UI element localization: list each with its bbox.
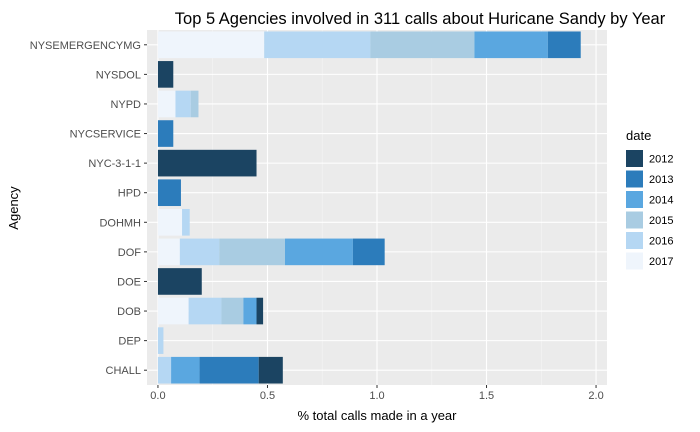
bar-segment (264, 31, 371, 59)
y-tick-label: HPD (118, 188, 141, 200)
y-tick-label: NYPD (110, 99, 141, 111)
bar-segment (474, 31, 548, 59)
y-axis-title: Agency (6, 186, 21, 230)
bar-segment (182, 208, 190, 236)
bar-segment (157, 179, 181, 207)
legend-key (626, 191, 643, 208)
bar-segment (157, 356, 172, 384)
y-tick-label: NYC-3-1-1 (88, 158, 141, 170)
legend: date 2012 2013 2014 2015 2016 2017 (626, 128, 673, 270)
legend-label: 2017 (649, 256, 673, 268)
bar-segment (352, 238, 385, 266)
legend-title: date (626, 128, 651, 143)
legend-label: 2012 (649, 154, 673, 166)
bar-segment (157, 297, 189, 325)
bar-segment (157, 208, 183, 236)
legend-key (626, 150, 643, 167)
y-tick-label: DEP (118, 336, 141, 348)
legend-label: 2015 (649, 215, 673, 227)
y-tick-label: DOE (117, 276, 141, 288)
x-tick-label: 0.0 (150, 390, 165, 402)
bar-segment (219, 238, 285, 266)
bar-segment (188, 297, 222, 325)
bar-segment (199, 356, 259, 384)
x-tick-label: 2.0 (588, 390, 603, 402)
bar-segment (243, 297, 257, 325)
chart-title: Top 5 Agencies involved in 311 calls abo… (175, 10, 666, 28)
y-tick-label: CHALL (106, 365, 141, 377)
bar-segment (547, 31, 581, 59)
bar-segment (157, 120, 174, 147)
y-tick-label: NYSEMERGENCYMG (30, 40, 141, 52)
legend-label: 2013 (649, 174, 673, 186)
legend-key (626, 252, 643, 270)
y-tick-label: DOF (118, 247, 142, 259)
bar-segment (190, 90, 199, 118)
x-axis-title: % total calls made in a year (298, 408, 458, 423)
bar-segment (256, 297, 264, 325)
bars (157, 31, 581, 384)
x-tick-label: 1.5 (479, 390, 494, 402)
bar-segment (179, 238, 220, 266)
y-tick-label: NYSDOL (96, 69, 141, 81)
x-tick-label: 1.0 (369, 390, 384, 402)
bar-segment (157, 327, 164, 354)
bar-segment (157, 268, 202, 295)
bar-segment (157, 149, 257, 177)
bar-segment (171, 356, 200, 384)
bar-segment (157, 238, 180, 266)
legend-key (626, 232, 643, 249)
x-tick-label: 0.5 (260, 390, 275, 402)
bar-segment (157, 31, 265, 59)
bar-segment (175, 90, 191, 118)
y-axis: NYSEMERGENCYMG NYSDOL NYPD NYCSERVICE NYC-3-… (30, 40, 147, 377)
legend-key (626, 170, 643, 188)
bar-segment (221, 297, 244, 325)
bar-segment (157, 90, 176, 118)
bar-segment (370, 31, 475, 59)
legend-label: 2016 (649, 236, 673, 248)
bar-segment (285, 238, 353, 266)
y-tick-label: DOB (117, 306, 141, 318)
bar-segment (258, 356, 283, 384)
legend-label: 2014 (649, 195, 673, 207)
y-tick-label: NYCSERVICE (70, 129, 141, 141)
bar-segment (157, 61, 174, 88)
x-axis: 0.0 0.5 1.0 1.5 2.0 (150, 385, 604, 402)
y-tick-label: DOHMH (99, 217, 141, 229)
legend-key (626, 211, 643, 229)
